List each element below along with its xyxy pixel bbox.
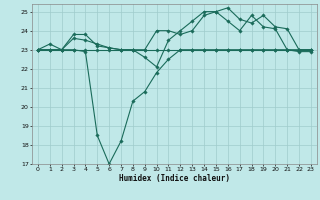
X-axis label: Humidex (Indice chaleur): Humidex (Indice chaleur): [119, 174, 230, 183]
